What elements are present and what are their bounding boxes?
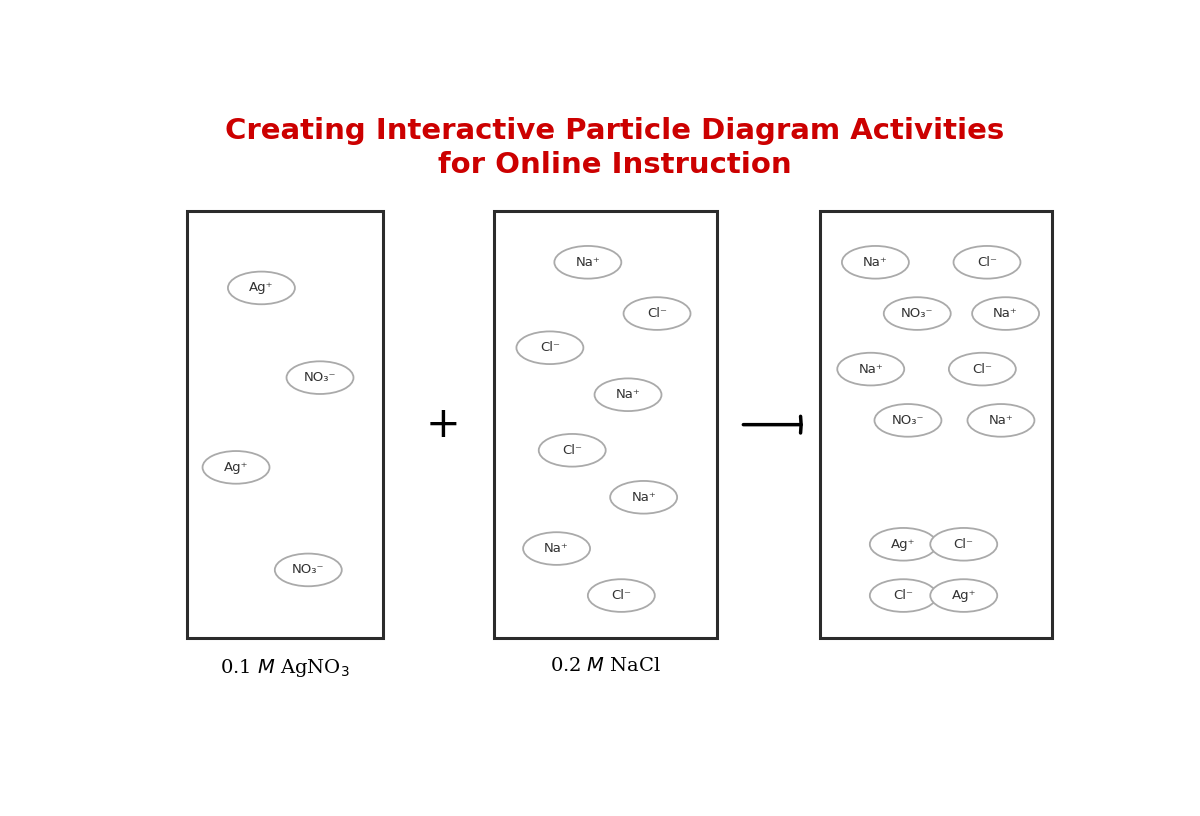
Ellipse shape xyxy=(930,579,997,612)
Ellipse shape xyxy=(838,353,905,385)
Bar xyxy=(820,211,1052,638)
Ellipse shape xyxy=(594,379,661,411)
Text: Na⁺: Na⁺ xyxy=(989,414,1013,427)
Ellipse shape xyxy=(972,297,1039,330)
Text: Cl⁻: Cl⁻ xyxy=(647,307,667,320)
Bar xyxy=(494,211,718,638)
Ellipse shape xyxy=(610,481,677,513)
Text: Cl⁻: Cl⁻ xyxy=(954,538,973,551)
Ellipse shape xyxy=(875,404,942,437)
Ellipse shape xyxy=(949,353,1016,385)
Ellipse shape xyxy=(539,434,606,467)
Text: NO₃⁻: NO₃⁻ xyxy=(892,414,924,427)
Text: Cl⁻: Cl⁻ xyxy=(893,589,913,602)
Text: Na⁺: Na⁺ xyxy=(545,542,569,555)
Text: Ag⁺: Ag⁺ xyxy=(250,282,274,295)
Ellipse shape xyxy=(516,331,583,364)
Ellipse shape xyxy=(228,272,295,304)
Text: +: + xyxy=(426,404,461,446)
Bar xyxy=(187,211,383,638)
Ellipse shape xyxy=(842,246,908,278)
Ellipse shape xyxy=(883,297,950,330)
Text: Ag⁺: Ag⁺ xyxy=(223,461,248,474)
Text: Cl⁻: Cl⁻ xyxy=(563,444,582,457)
Ellipse shape xyxy=(588,579,655,612)
Text: Creating Interactive Particle Diagram Activities
for Online Instruction: Creating Interactive Particle Diagram Ac… xyxy=(226,117,1004,180)
Ellipse shape xyxy=(624,297,690,330)
Ellipse shape xyxy=(967,404,1034,437)
Ellipse shape xyxy=(870,528,937,561)
Text: Na⁺: Na⁺ xyxy=(858,362,883,375)
Text: Na⁺: Na⁺ xyxy=(631,490,656,503)
Ellipse shape xyxy=(870,579,937,612)
Text: Na⁺: Na⁺ xyxy=(576,255,600,268)
Ellipse shape xyxy=(554,246,622,278)
Text: NO₃⁻: NO₃⁻ xyxy=(901,307,934,320)
Ellipse shape xyxy=(203,451,270,484)
Ellipse shape xyxy=(523,532,590,565)
Text: Cl⁻: Cl⁻ xyxy=(540,341,560,354)
Text: Cl⁻: Cl⁻ xyxy=(977,255,997,268)
Text: NO₃⁻: NO₃⁻ xyxy=(304,371,336,384)
Text: Cl⁻: Cl⁻ xyxy=(611,589,631,602)
Text: NO₃⁻: NO₃⁻ xyxy=(292,563,324,576)
Text: Na⁺: Na⁺ xyxy=(863,255,888,268)
Ellipse shape xyxy=(275,553,342,586)
Text: Na⁺: Na⁺ xyxy=(616,388,641,401)
Text: 0.1 $\mathit{M}$ AgNO$_3$: 0.1 $\mathit{M}$ AgNO$_3$ xyxy=(220,657,349,679)
Ellipse shape xyxy=(287,361,354,394)
Text: Ag⁺: Ag⁺ xyxy=(952,589,976,602)
Text: Cl⁻: Cl⁻ xyxy=(972,362,992,375)
Text: 0.2 $\mathit{M}$ NaCl: 0.2 $\mathit{M}$ NaCl xyxy=(551,657,661,675)
Text: Ag⁺: Ag⁺ xyxy=(892,538,916,551)
Ellipse shape xyxy=(930,528,997,561)
Text: Na⁺: Na⁺ xyxy=(994,307,1018,320)
Ellipse shape xyxy=(954,246,1020,278)
